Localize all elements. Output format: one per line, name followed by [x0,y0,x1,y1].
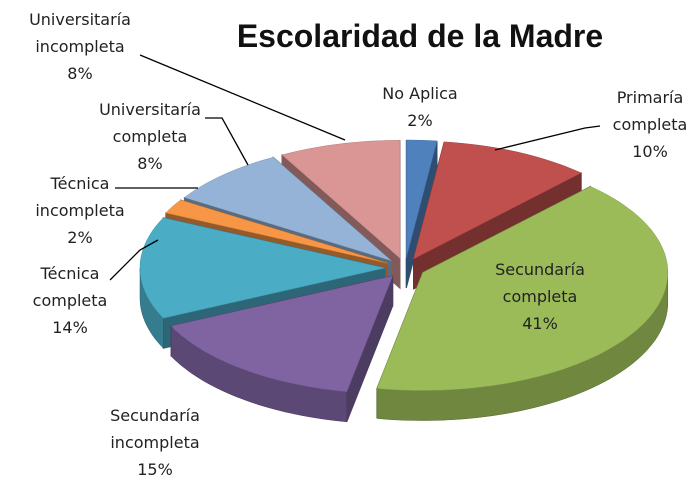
data-label-category: No Aplica [382,84,458,103]
data-label-value: 8% [67,64,93,83]
slice [413,141,582,260]
data-label-category: Universitaría completa [99,100,201,146]
leader-lines [109,54,601,281]
leader-line [205,117,249,166]
data-label-value: 10% [632,142,668,161]
slice [406,139,438,259]
data-label-value: 15% [137,460,173,479]
data-label-value: 2% [67,228,93,247]
chart-title: Escolaridad de la Madre [236,18,604,54]
data-label-category: Primaría completa [612,88,688,134]
data-label-category: Técnica completa [32,264,108,310]
data-label-category: Universitaría incompleta [29,10,131,56]
data-label-category: Secundaría incompleta [110,406,200,452]
slice [183,157,392,261]
leader-line [139,54,346,141]
slice [165,199,388,264]
data-label-value: 41% [522,314,558,333]
data-label-value: 2% [407,111,433,130]
leader-line [109,239,159,281]
data-label-category: Técnica incompleta [35,174,125,220]
data-label-value: 8% [137,154,163,173]
data-label-category: Secundaría completa [495,260,585,306]
slice [170,275,394,393]
slice-tops [139,139,669,393]
slice [376,186,669,391]
slice [281,140,401,259]
data-label-value: 14% [52,318,88,337]
slice [139,217,386,319]
leader-line [494,125,601,151]
